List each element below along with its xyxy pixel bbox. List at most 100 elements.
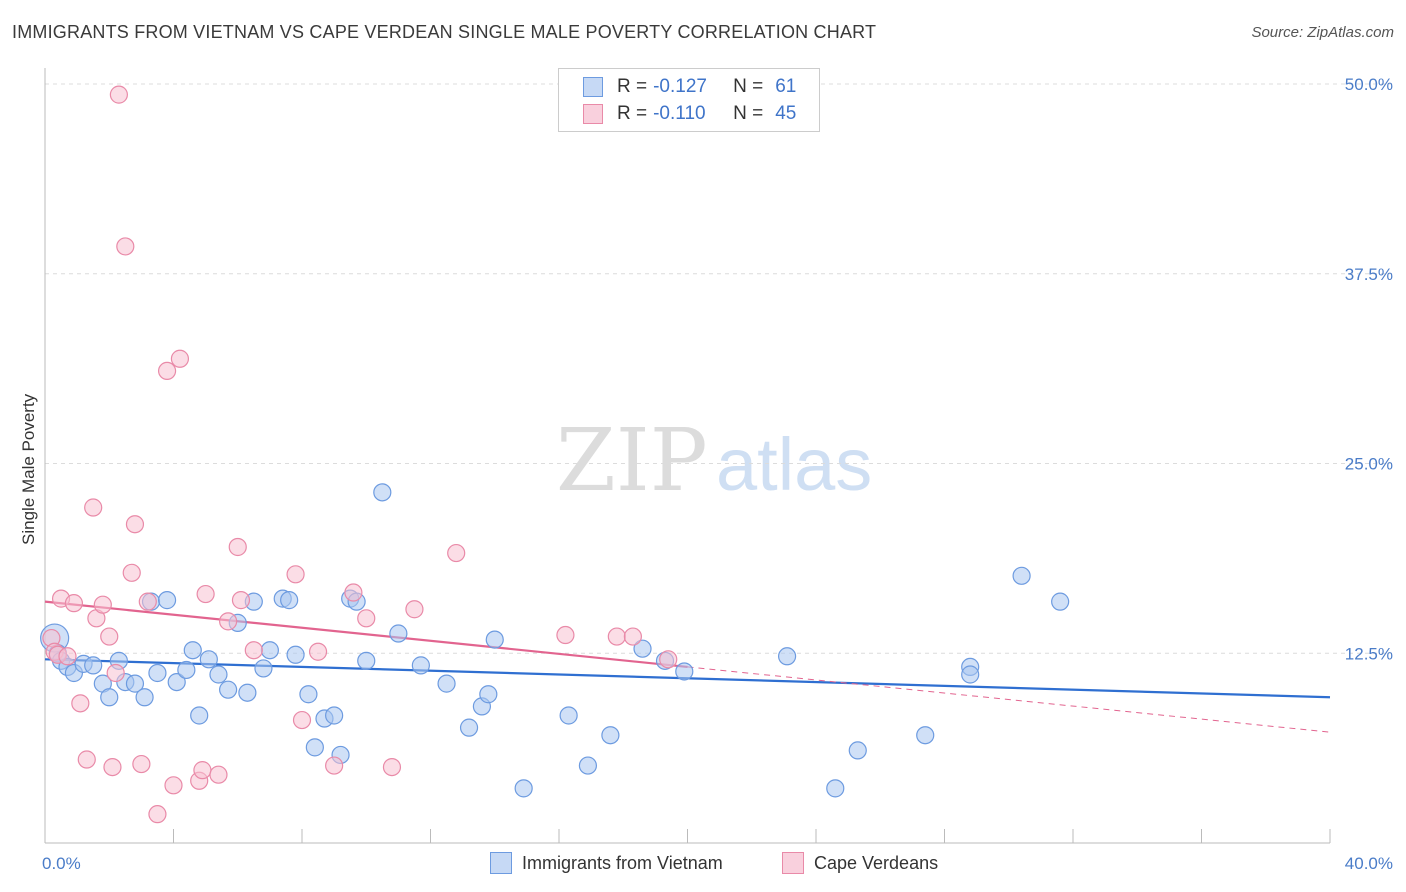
legend-n-value: 61 [775, 76, 797, 97]
data-points [40, 85, 1070, 824]
point-cape-verdean [228, 537, 247, 557]
grid [45, 83, 1392, 654]
point-vietnam [916, 726, 935, 745]
chart-title: IMMIGRANTS FROM VIETNAM VS CAPE VERDEAN … [12, 22, 877, 42]
point-vietnam [601, 726, 620, 745]
point-vietnam [135, 688, 154, 707]
point-vietnam [325, 706, 344, 725]
point-vietnam [479, 685, 498, 704]
point-cape-verdean [132, 754, 151, 774]
point-cape-verdean [231, 591, 251, 610]
point-vietnam [157, 591, 177, 610]
point-vietnam [299, 685, 318, 704]
point-cape-verdean [116, 237, 135, 256]
x-tick-label: 40.0% [1345, 854, 1393, 873]
point-cape-verdean [286, 565, 305, 584]
point-cape-verdean [219, 612, 238, 631]
point-cape-verdean [71, 694, 90, 713]
point-cape-verdean [447, 543, 466, 563]
point-cape-verdean [209, 765, 228, 784]
legend-n-value: 45 [775, 103, 797, 124]
y-tick-label: 12.5% [1345, 644, 1393, 663]
point-cape-verdean [357, 609, 376, 628]
watermark-zip: ZIP [556, 411, 708, 511]
point-cape-verdean [292, 710, 312, 730]
point-vietnam [437, 674, 456, 693]
legend-r-value: -0.127 [653, 76, 707, 97]
legend-r-label: R = [617, 103, 648, 124]
point-vietnam [260, 641, 279, 660]
point-vietnam [1051, 592, 1070, 611]
point-cape-verdean [138, 592, 157, 611]
y-tick-label: 37.5% [1345, 265, 1393, 284]
point-cape-verdean [157, 361, 177, 381]
point-vietnam [177, 660, 196, 680]
point-vietnam [238, 683, 257, 702]
point-cape-verdean [103, 757, 122, 777]
point-vietnam [633, 639, 652, 658]
stats-legend: R = -0.127 N = 61 R = -0.110 N = 45 [558, 68, 820, 132]
legend-item-cape-verdeans[interactable]: Cape Verdeans [782, 852, 938, 874]
y-tick-label: 25.0% [1345, 455, 1393, 474]
point-vietnam [100, 688, 119, 707]
tick-labels: 12.5% 25.0% 37.5% 50.0% 0.0% 40.0% [42, 75, 1393, 873]
point-cape-verdean [148, 805, 167, 824]
point-cape-verdean [106, 663, 125, 683]
point-vietnam [485, 630, 504, 649]
point-vietnam [675, 662, 694, 681]
point-vietnam [459, 718, 479, 737]
legend-r-value: -0.110 [653, 103, 706, 124]
legend-n-label: N = [733, 103, 764, 124]
axes [44, 68, 1331, 844]
point-vietnam [357, 651, 376, 670]
point-cape-verdean [170, 349, 190, 368]
legend-label-vietnam: Immigrants from Vietnam [522, 852, 723, 873]
y-tick-label: 50.0% [1345, 75, 1393, 94]
legend-item-vietnam[interactable]: Immigrants from Vietnam [490, 852, 723, 874]
point-vietnam [125, 674, 145, 693]
point-vietnam [84, 656, 103, 675]
legend-label-cape-verdeans: Cape Verdeans [814, 852, 939, 873]
legend-swatch-vietnam [490, 852, 512, 874]
point-cape-verdean [344, 583, 363, 602]
legend-swatch-cape-verdeans [782, 852, 804, 874]
point-cape-verdean [244, 641, 263, 660]
point-cape-verdean [100, 627, 119, 646]
point-vietnam [777, 647, 797, 666]
point-cape-verdean [196, 584, 215, 604]
point-vietnam [148, 663, 167, 683]
point-cape-verdean [58, 647, 77, 666]
point-vietnam [848, 741, 867, 760]
point-vietnam [199, 650, 218, 669]
trend-line-cape-verdeans-extension [687, 666, 1331, 733]
point-cape-verdean [623, 627, 642, 646]
legend-r-label: R = [617, 76, 648, 97]
point-vietnam [559, 706, 578, 725]
watermark: ZIP atlas [556, 411, 872, 511]
point-cape-verdean [122, 563, 141, 582]
point-cape-verdean [193, 761, 212, 780]
point-cape-verdean [125, 515, 145, 534]
point-cape-verdean [382, 757, 402, 777]
point-vietnam [826, 779, 845, 798]
source-note: Source: ZipAtlas.com [1251, 24, 1394, 41]
point-vietnam [190, 706, 209, 725]
point-vietnam [167, 672, 186, 692]
point-cape-verdean [308, 642, 328, 661]
point-cape-verdean [607, 627, 626, 646]
point-vietnam [209, 665, 228, 684]
point-cape-verdean [659, 650, 678, 669]
point-cape-verdean [556, 625, 575, 645]
point-vietnam [254, 659, 273, 678]
point-cape-verdean [77, 750, 96, 769]
point-cape-verdean [109, 85, 128, 104]
point-cape-verdean [84, 498, 103, 517]
point-vietnam [183, 641, 202, 660]
point-vietnam [514, 779, 533, 798]
point-cape-verdean [164, 776, 183, 795]
point-vietnam [305, 738, 324, 757]
x-tick-label: 0.0% [42, 854, 81, 873]
point-vietnam [1012, 566, 1031, 585]
legend-swatch-vietnam [583, 77, 603, 97]
